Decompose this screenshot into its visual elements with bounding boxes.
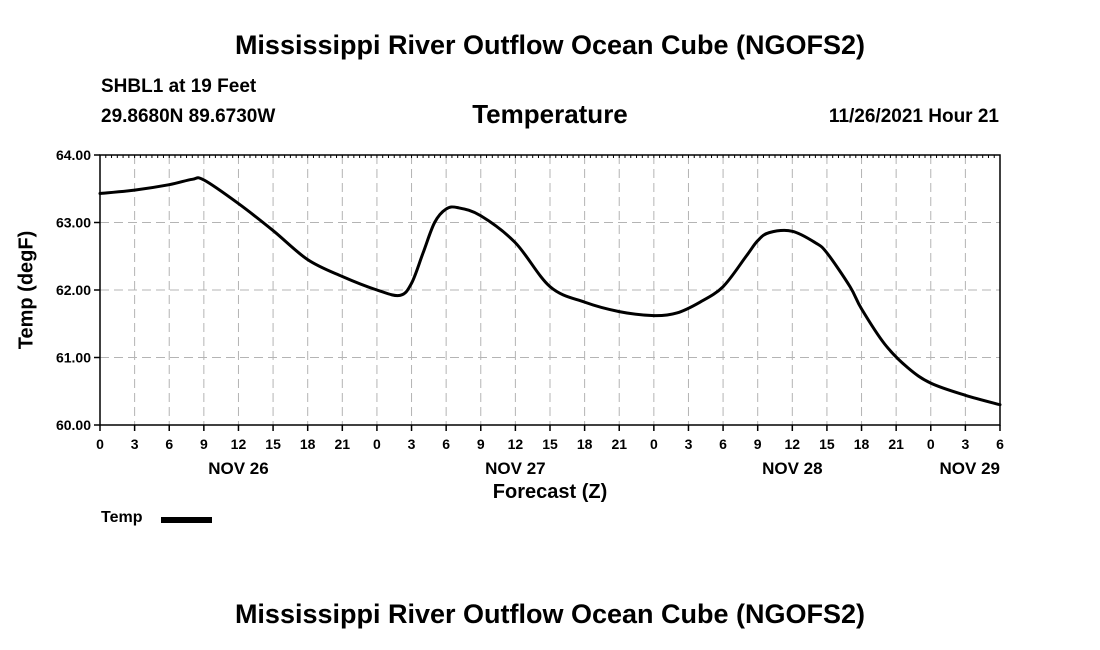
x-tick-label: 3	[961, 436, 969, 452]
x-tick-label: 18	[300, 436, 316, 452]
y-tick-label: 60.00	[56, 417, 91, 433]
axis-ticks	[94, 154, 1001, 431]
x-axis-label: Forecast (Z)	[492, 481, 608, 503]
legend-label: Temp	[101, 509, 143, 526]
chart-title: Temperature	[472, 99, 628, 129]
legend-line-swatch	[161, 517, 212, 523]
day-label: NOV 26	[208, 459, 268, 478]
x-tick-label: 6	[165, 436, 173, 452]
main-title: Mississippi River Outflow Ocean Cube (NG…	[234, 30, 866, 60]
x-tick-label: 15	[819, 436, 835, 452]
x-tick-label: 12	[231, 436, 247, 452]
y-tick-label: 61.00	[56, 350, 91, 366]
x-tick-label: 9	[477, 436, 485, 452]
x-tick-label: 0	[96, 436, 104, 452]
axis-labels: 0 3 6 9 12 15 18 21 0 3 6 9 12 15 18 21 0 3 6 9 12 15 18 21 0 3 6 6…	[56, 147, 1004, 478]
x-tick-label: 6	[442, 436, 450, 452]
x-tick-label: 3	[408, 436, 416, 452]
x-tick-label: 9	[754, 436, 762, 452]
x-tick-label: 0	[650, 436, 658, 452]
x-tick-label: 12	[785, 436, 801, 452]
x-tick-label: 15	[265, 436, 281, 452]
x-tick-label: 6	[719, 436, 727, 452]
temp-series-line	[98, 176, 1002, 407]
x-tick-label: 21	[888, 436, 904, 452]
x-tick-label: 18	[577, 436, 593, 452]
x-tick-label: 0	[927, 436, 935, 452]
station-coordinates: 29.8680N 89.6730W	[101, 106, 276, 127]
station-label: SHBL1 at 19 Feet	[101, 76, 257, 97]
day-label: NOV 28	[762, 459, 822, 478]
y-tick-label: 64.00	[56, 147, 91, 163]
y-axis-label: Temp (degF)	[15, 230, 38, 350]
x-tick-label: 21	[335, 436, 351, 452]
x-tick-label: 21	[611, 436, 627, 452]
day-label: NOV 29	[940, 459, 1000, 478]
x-tick-label: 18	[854, 436, 870, 452]
x-tick-label: 15	[542, 436, 558, 452]
x-tick-label: 9	[200, 436, 208, 452]
y-tick-label: 62.00	[56, 282, 91, 298]
x-tick-label: 12	[508, 436, 524, 452]
footer-title: Mississippi River Outflow Ocean Cube (NG…	[234, 599, 866, 629]
grid	[100, 155, 1000, 425]
x-tick-label: 3	[685, 436, 693, 452]
forecast-datetime: 11/26/2021 Hour 21	[828, 106, 999, 127]
day-label: NOV 27	[485, 459, 545, 478]
y-tick-label: 63.00	[56, 215, 91, 231]
x-tick-label: 3	[131, 436, 139, 452]
x-tick-label: 0	[373, 436, 381, 452]
x-tick-label: 6	[996, 436, 1004, 452]
